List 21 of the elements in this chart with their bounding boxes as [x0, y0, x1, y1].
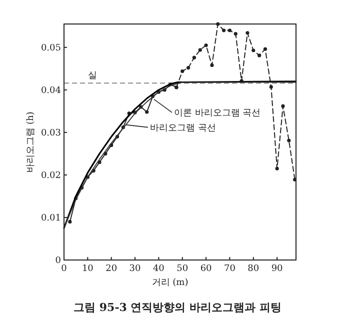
x-axis-title: 거리 (m)	[152, 278, 188, 288]
x-tick-label: 40	[152, 264, 165, 274]
x-tick-label: 10	[82, 264, 94, 274]
y-axis-title: 바리오그램 (h)	[26, 112, 36, 172]
series-label: 바리오그램 곡선	[150, 123, 216, 134]
x-tick-label: 20	[106, 264, 118, 274]
y-tick-label: 0.05	[40, 43, 62, 54]
x-tick-label: 90	[271, 264, 284, 274]
y-tick-label: 0	[55, 256, 62, 266]
text: 그림 95-3 연직방향의 바리오그램과 피팅	[74, 301, 282, 314]
x-tick-label: 70	[224, 264, 236, 274]
x-tick-label: 50	[176, 264, 188, 274]
x-tick-label: 80	[248, 264, 260, 274]
y-tick-label: 0.02	[40, 170, 61, 181]
y-tick-label: 0.03	[40, 128, 62, 138]
text: 이론 바리오그램 곡선	[174, 108, 261, 118]
x-tick-label: 30	[129, 264, 142, 274]
y-tick-label: 0.01	[40, 213, 61, 224]
ref-line-label: 실	[88, 71, 97, 82]
y-tick-label: 0.04	[40, 86, 62, 96]
x-tick-label: 60	[200, 264, 212, 274]
